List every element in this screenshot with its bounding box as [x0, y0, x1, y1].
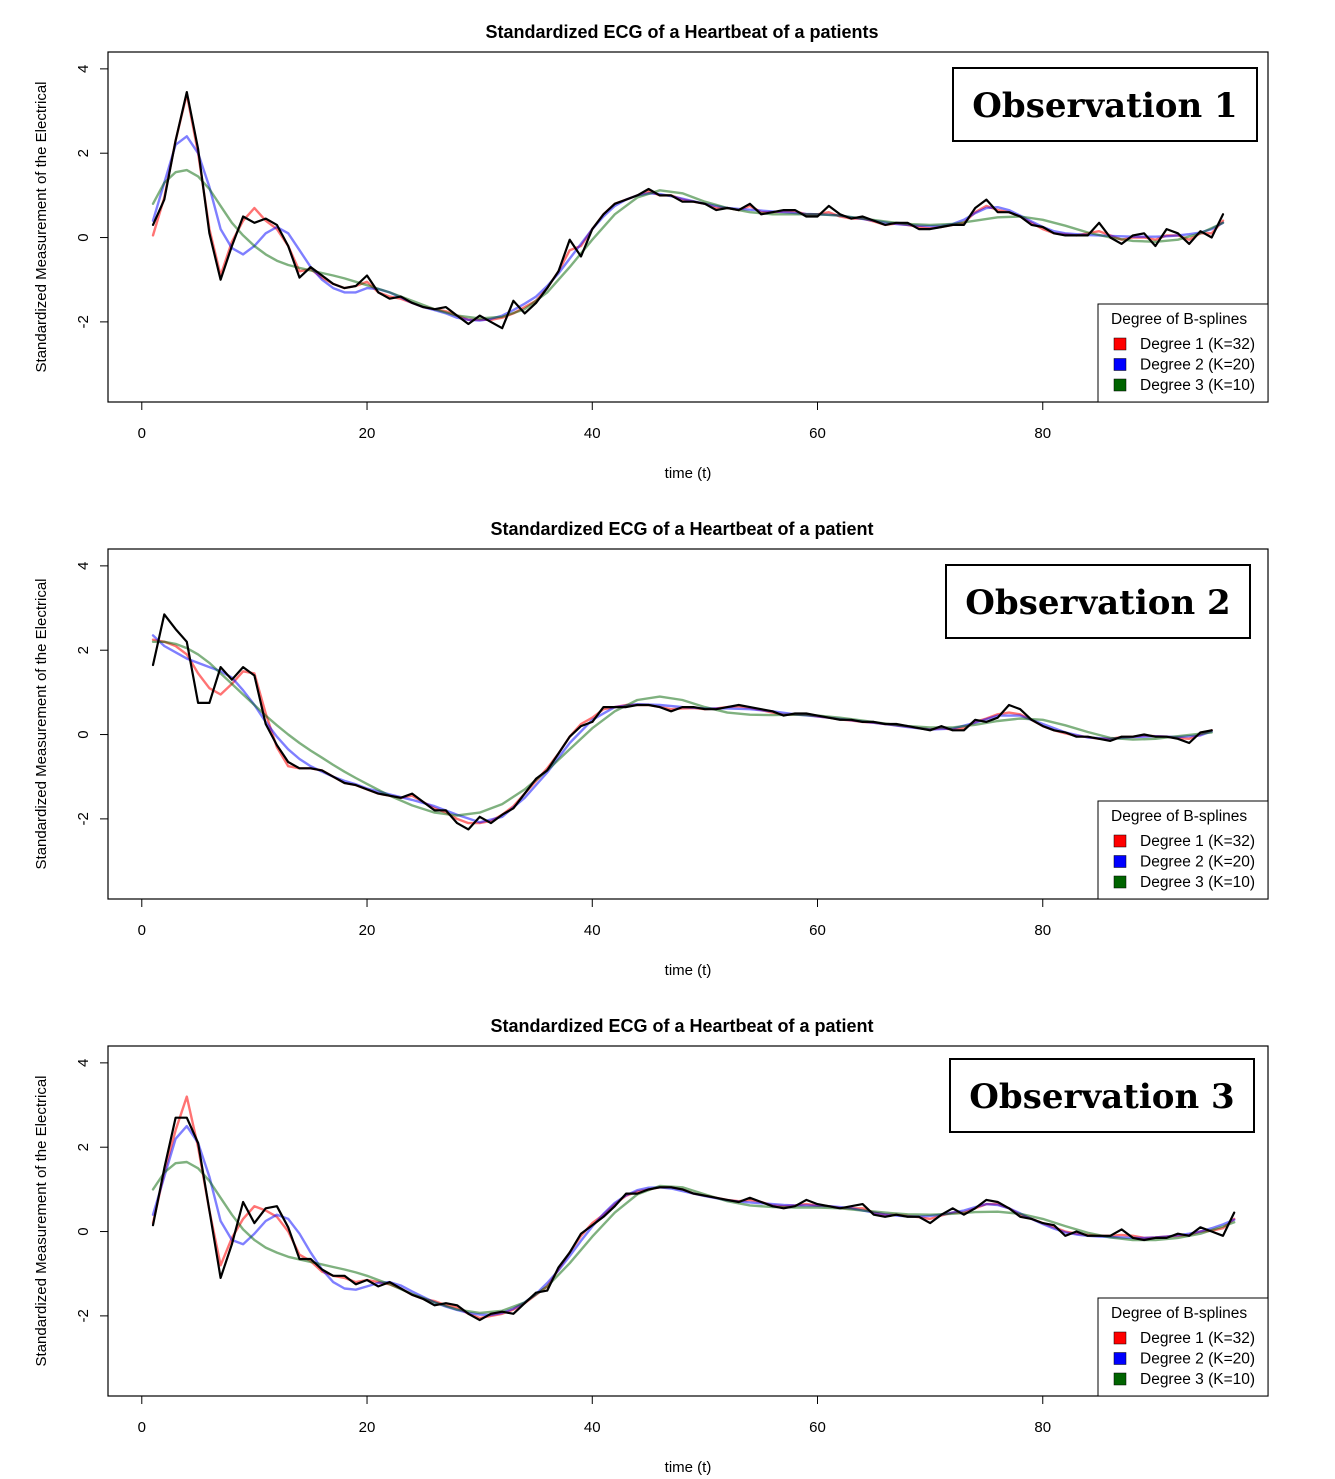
legend-title: Degree of B-splines [1111, 808, 1247, 825]
x-tick-label: 80 [1034, 425, 1051, 442]
y-tick-label: 0 [75, 730, 92, 738]
series-line-observed [151, 1116, 1236, 1322]
observation-label: Observation 2 [965, 583, 1230, 623]
series-line-spline-3 [151, 640, 1213, 817]
legend-swatch [1113, 1331, 1127, 1345]
legend-box [1097, 303, 1269, 403]
y-tick-label: 0 [75, 233, 92, 241]
plot-area [151, 91, 1225, 330]
observation-box [945, 564, 1251, 639]
chart-title: Standardized ECG of a Heartbeat of a pat… [490, 519, 873, 539]
legend-title: Degree of B-splines [1111, 1305, 1247, 1322]
legend-box [1097, 800, 1269, 900]
y-tick-label: 4 [75, 1059, 92, 1067]
series-line-spline-1 [151, 638, 1213, 825]
legend-entry-label: Degree 1 (K=32) [1140, 1330, 1255, 1347]
legend-swatch [1113, 378, 1127, 392]
legend: Degree of B-splines Degree 1 (K=32) Degree… [1097, 800, 1269, 900]
legend-entry-label: Degree 1 (K=32) [1140, 833, 1255, 850]
legend-swatch [1113, 337, 1127, 351]
y-tick-label: -2 [75, 315, 92, 328]
observation-box [952, 67, 1258, 142]
x-tick-label: 80 [1034, 922, 1051, 939]
observation-label: Observation 3 [969, 1077, 1234, 1117]
y-tick-label: -2 [75, 1309, 92, 1322]
plot-area [151, 1095, 1236, 1322]
x-tick-label: 40 [584, 922, 601, 939]
x-tick-label: 80 [1034, 1419, 1051, 1436]
x-tick-label: 40 [584, 1419, 601, 1436]
legend: Degree of B-splines Degree 1 (K=32) Degree… [1097, 303, 1269, 403]
chart-panel-1: Standardized ECG of a Heartbeat of a pat… [33, 22, 1269, 482]
x-tick-label: 0 [138, 922, 146, 939]
plot-area [151, 613, 1213, 831]
y-axis-label: Standardized Measurement of the Electric… [33, 579, 50, 870]
legend-entry-label: Degree 1 (K=32) [1140, 336, 1255, 353]
x-tick-label: 60 [809, 1419, 826, 1436]
legend-entry-label: Degree 3 (K=10) [1140, 377, 1255, 394]
y-tick-label: 2 [75, 646, 92, 654]
x-axis-label: time (t) [665, 1459, 712, 1476]
x-tick-label: 0 [138, 425, 146, 442]
series-line-spline-2 [151, 1124, 1236, 1317]
chart-title: Standardized ECG of a Heartbeat of a pat… [485, 22, 878, 42]
y-tick-label: 0 [75, 1227, 92, 1235]
x-tick-label: 20 [359, 922, 376, 939]
observation-box [949, 1058, 1255, 1133]
chart-panel-3: Standardized ECG of a Heartbeat of a pat… [33, 1016, 1269, 1476]
series-line-spline-3 [151, 168, 1225, 320]
legend-swatch [1113, 1352, 1127, 1365]
legend-swatch [1113, 358, 1127, 371]
x-tick-label: 40 [584, 425, 601, 442]
plot-frame [107, 548, 1269, 900]
y-tick-label: 2 [75, 1143, 92, 1151]
legend-swatch [1113, 875, 1127, 889]
legend-entry-label: Degree 2 (K=20) [1140, 357, 1255, 374]
series-line-observed [151, 91, 1225, 330]
x-tick-label: 0 [138, 1419, 146, 1436]
x-axis-label: time (t) [665, 962, 712, 979]
legend-swatch [1113, 834, 1127, 848]
chart-title: Standardized ECG of a Heartbeat of a pat… [490, 1016, 873, 1036]
y-axis-label: Standardized Measurement of the Electric… [33, 82, 50, 373]
plot-frame [107, 1045, 1269, 1397]
legend-box [1097, 1297, 1269, 1397]
legend-entry-label: Degree 2 (K=20) [1140, 854, 1255, 871]
y-tick-label: 4 [75, 65, 92, 73]
chart-panel-2: Standardized ECG of a Heartbeat of a pat… [33, 519, 1269, 979]
y-tick-label: 2 [75, 149, 92, 157]
series-line-observed [151, 613, 1213, 831]
x-tick-label: 20 [359, 425, 376, 442]
y-axis-label: Standardized Measurement of the Electric… [33, 1076, 50, 1367]
legend: Degree of B-splines Degree 1 (K=32) Degree… [1097, 1297, 1269, 1397]
x-tick-label: 20 [359, 1419, 376, 1436]
series-line-spline-2 [151, 135, 1225, 322]
legend-swatch [1113, 1372, 1127, 1386]
x-tick-label: 60 [809, 922, 826, 939]
legend-swatch [1113, 855, 1127, 868]
legend-title: Degree of B-splines [1111, 311, 1247, 328]
legend-entry-label: Degree 2 (K=20) [1140, 1351, 1255, 1368]
y-tick-label: 4 [75, 562, 92, 570]
legend-entry-label: Degree 3 (K=10) [1140, 1371, 1255, 1388]
plot-frame [107, 51, 1269, 403]
x-axis-label: time (t) [665, 465, 712, 482]
series-line-spline-2 [151, 634, 1213, 824]
x-tick-label: 60 [809, 425, 826, 442]
series-line-spline-3 [151, 1160, 1236, 1315]
observation-label: Observation 1 [972, 86, 1237, 126]
legend-entry-label: Degree 3 (K=10) [1140, 874, 1255, 891]
y-tick-label: -2 [75, 812, 92, 825]
